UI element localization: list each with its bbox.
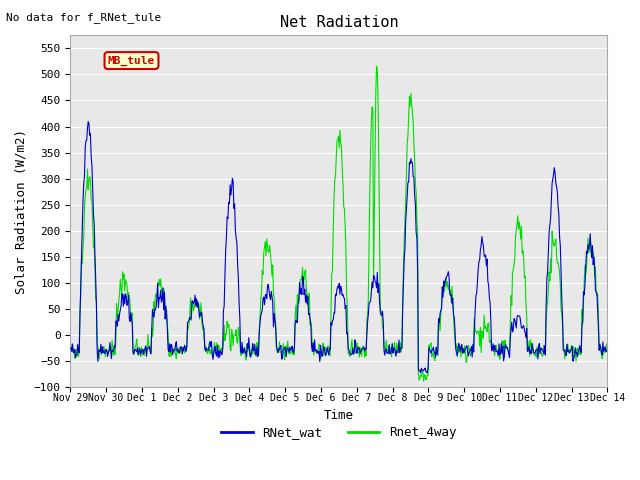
X-axis label: Time: Time — [324, 409, 354, 422]
Y-axis label: Solar Radiation (W/m2): Solar Radiation (W/m2) — [15, 129, 28, 294]
Text: No data for f_RNet_tule: No data for f_RNet_tule — [6, 12, 162, 23]
Text: MB_tule: MB_tule — [108, 56, 155, 66]
Legend: RNet_wat, Rnet_4way: RNet_wat, Rnet_4way — [216, 421, 461, 444]
Title: Net Radiation: Net Radiation — [280, 15, 398, 30]
